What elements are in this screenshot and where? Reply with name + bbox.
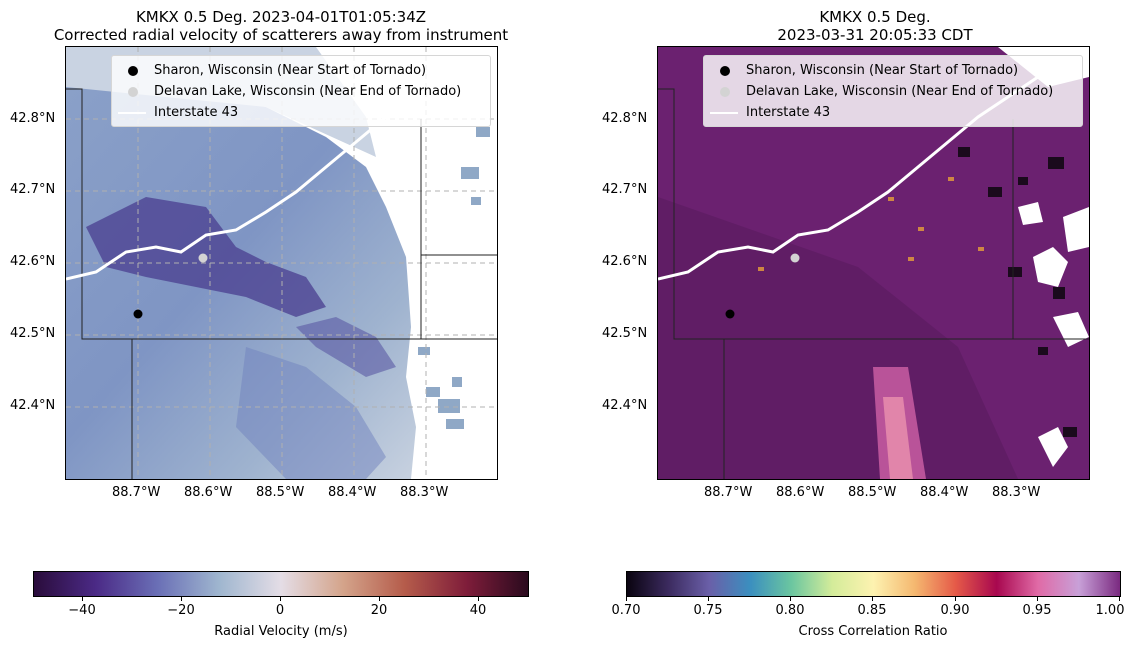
- lon-tick: 88.4°W: [328, 485, 377, 500]
- lat-tick: 42.8°N: [602, 111, 648, 126]
- legend-item-delavan: Delavan Lake, Wisconsin (Near End of Tor…: [710, 81, 1074, 102]
- sharon-point: [725, 309, 735, 319]
- cc-tick-label: 0.80: [775, 603, 805, 618]
- left-title-line1: KMKX 0.5 Deg. 2023-04-01T01:05:34Z: [135, 8, 427, 26]
- cc-tick-label: 1.00: [1095, 603, 1125, 618]
- lon-tick: 88.6°W: [184, 485, 233, 500]
- lat-tick: 42.6°N: [602, 254, 648, 269]
- legend-label-sharon: Sharon, Wisconsin (Near Start of Tornado…: [746, 63, 1019, 78]
- cc-tick-label: 0.95: [1022, 603, 1052, 618]
- lon-tick: 88.5°W: [848, 485, 897, 500]
- legend-label-interstate: Interstate 43: [746, 105, 831, 120]
- velocity-tick-label: −20: [167, 603, 195, 618]
- legend-item-sharon: Sharon, Wisconsin (Near Start of Tornado…: [710, 60, 1074, 81]
- legend-label-delavan: Delavan Lake, Wisconsin (Near End of Tor…: [746, 84, 1054, 99]
- velocity-tick-label: 40: [469, 603, 487, 618]
- right-title-line1: KMKX 0.5 Deg.: [819, 8, 931, 26]
- left-title-line2: Corrected radial velocity of scatterers …: [53, 26, 509, 44]
- lon-tick: 88.3°W: [400, 485, 449, 500]
- lon-tick: 88.7°W: [704, 485, 753, 500]
- lat-tick: 42.5°N: [602, 326, 648, 341]
- cc-tick-label: 0.70: [611, 603, 641, 618]
- legend-item-sharon: Sharon, Wisconsin (Near Start of Tornado…: [118, 60, 482, 81]
- legend-label-sharon: Sharon, Wisconsin (Near Start of Tornado…: [154, 63, 427, 78]
- lon-tick: 88.7°W: [112, 485, 161, 500]
- sharon-point: [133, 309, 143, 319]
- velocity-tick-label: 0: [275, 603, 285, 618]
- cc-tick-label: 0.85: [857, 603, 887, 618]
- lat-tick: 42.7°N: [10, 182, 56, 197]
- velocity-tick-label: −40: [68, 603, 96, 618]
- lat-tick: 42.8°N: [10, 111, 56, 126]
- velocity-tick-label: 20: [370, 603, 388, 618]
- delavan-point: [198, 253, 208, 263]
- legend-item-interstate: Interstate 43: [118, 102, 482, 123]
- lat-tick: 42.4°N: [10, 398, 56, 413]
- right-panel-title: KMKX 0.5 Deg. 2023-03-31 20:05:33 CDT: [600, 8, 1144, 44]
- lon-tick: 88.3°W: [992, 485, 1041, 500]
- lat-tick: 42.4°N: [602, 398, 648, 413]
- left-legend: Sharon, Wisconsin (Near Start of Tornado…: [111, 55, 491, 127]
- lat-tick: 42.6°N: [10, 254, 56, 269]
- velocity-colorbar-label: Radial Velocity (m/s): [214, 624, 348, 639]
- lon-tick: 88.6°W: [776, 485, 825, 500]
- lat-tick: 42.5°N: [10, 326, 56, 341]
- right-title-line2: 2023-03-31 20:05:33 CDT: [777, 26, 973, 44]
- velocity-colorbar: [33, 571, 529, 597]
- delavan-point: [790, 253, 800, 263]
- left-panel-title: KMKX 0.5 Deg. 2023-04-01T01:05:34Z Corre…: [0, 8, 562, 44]
- cc-tick-label: 0.90: [940, 603, 970, 618]
- lon-tick: 88.4°W: [920, 485, 969, 500]
- legend-item-interstate: Interstate 43: [710, 102, 1074, 123]
- cc-colorbar: [626, 571, 1121, 597]
- legend-label-interstate: Interstate 43: [154, 105, 239, 120]
- lon-tick: 88.5°W: [256, 485, 305, 500]
- legend-label-delavan: Delavan Lake, Wisconsin (Near End of Tor…: [154, 84, 462, 99]
- legend-item-delavan: Delavan Lake, Wisconsin (Near End of Tor…: [118, 81, 482, 102]
- cc-colorbar-label: Cross Correlation Ratio: [798, 624, 948, 639]
- cc-tick-label: 0.75: [693, 603, 723, 618]
- right-legend: Sharon, Wisconsin (Near Start of Tornado…: [703, 55, 1083, 127]
- lat-tick: 42.7°N: [602, 182, 648, 197]
